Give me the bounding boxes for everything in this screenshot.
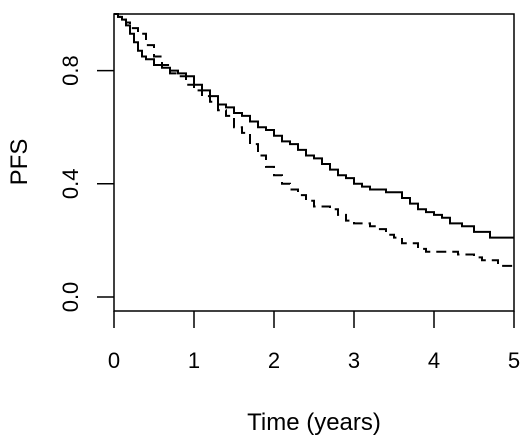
series-solid-line (114, 13, 514, 239)
x-tick-label-4: 4 (428, 348, 440, 373)
x-axis-label: Time (years) (247, 409, 381, 436)
x-tick-label-5: 5 (508, 348, 520, 373)
series-dashed-line (114, 13, 515, 269)
y-axis-label: PFS (6, 139, 33, 186)
y-tick-label-0: 0.0 (58, 282, 83, 313)
x-tick-label-3: 3 (348, 348, 360, 373)
y-tick-label-2: 0.8 (58, 55, 83, 86)
axes: 0.0 0.4 0.8 0 1 2 3 4 5 (58, 55, 520, 373)
y-tick-label-1: 0.4 (58, 169, 83, 200)
series-layer (114, 13, 515, 269)
x-tick-label-1: 1 (188, 348, 200, 373)
plot-frame (113, 13, 515, 312)
x-tick-label-0: 0 (108, 348, 120, 373)
x-tick-label-2: 2 (268, 348, 280, 373)
